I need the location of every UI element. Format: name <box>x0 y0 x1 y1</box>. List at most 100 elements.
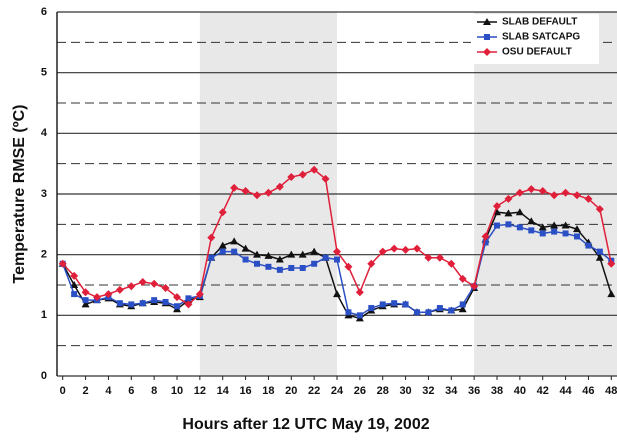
marker <box>230 237 239 245</box>
marker <box>185 295 192 302</box>
legend-marker <box>483 48 491 56</box>
marker <box>173 293 181 302</box>
marker <box>574 233 580 240</box>
marker <box>595 205 604 214</box>
marker <box>275 255 284 263</box>
y-tick-label: 3 <box>41 188 47 200</box>
marker <box>516 224 523 231</box>
marker <box>494 222 500 229</box>
marker <box>356 312 363 319</box>
x-tick-label: 8 <box>151 385 157 397</box>
marker <box>208 254 215 261</box>
marker <box>195 290 204 299</box>
marker <box>310 247 319 255</box>
marker <box>550 191 559 200</box>
legend-marker <box>484 34 490 40</box>
marker <box>334 256 340 263</box>
marker <box>275 182 284 191</box>
marker <box>264 188 273 197</box>
x-tick-label: 4 <box>105 385 112 397</box>
marker <box>241 244 250 252</box>
marker <box>70 281 79 288</box>
x-tick-label: 40 <box>514 385 526 397</box>
marker <box>562 230 569 237</box>
x-tick-label: 30 <box>399 385 411 397</box>
marker <box>504 209 513 217</box>
marker <box>402 301 409 308</box>
x-tick-label: 46 <box>582 385 594 397</box>
x-tick-label: 12 <box>194 385 206 397</box>
marker <box>584 194 593 203</box>
marker <box>288 265 295 272</box>
marker <box>561 221 570 229</box>
marker <box>539 230 546 237</box>
marker <box>607 259 616 268</box>
x-tick-label: 18 <box>262 385 274 397</box>
marker <box>425 309 432 316</box>
marker <box>93 293 101 302</box>
legend-text: OSU DEFAULT <box>502 47 572 58</box>
x-tick-label: 0 <box>60 385 66 397</box>
marker <box>218 241 227 249</box>
marker <box>70 271 79 280</box>
marker <box>504 194 513 203</box>
marker <box>115 285 124 294</box>
marker <box>596 248 603 255</box>
marker <box>447 259 456 268</box>
x-axis-label: Hours after 12 UTC May 19, 2002 <box>182 416 429 433</box>
marker <box>585 242 592 249</box>
y-tick-label: 2 <box>41 249 47 261</box>
marker <box>298 170 307 179</box>
marker <box>253 191 261 200</box>
x-tick-label: 36 <box>468 385 480 397</box>
marker <box>299 265 306 272</box>
marker <box>551 228 558 235</box>
marker <box>276 266 283 273</box>
x-tick-label: 14 <box>217 385 230 397</box>
marker <box>573 191 581 200</box>
marker <box>127 282 136 291</box>
marker <box>436 305 443 312</box>
marker <box>253 250 261 258</box>
marker <box>550 221 559 229</box>
marker <box>390 244 399 253</box>
marker <box>344 262 353 271</box>
marker <box>528 227 535 234</box>
marker <box>310 165 319 174</box>
marker <box>241 186 250 195</box>
marker <box>424 253 433 262</box>
marker <box>128 301 135 308</box>
marker <box>219 248 226 255</box>
marker <box>82 297 89 304</box>
x-tick-label: 2 <box>83 385 89 397</box>
marker <box>515 188 524 197</box>
y-axis-label: Temperature RMSE (ºC) <box>11 105 28 284</box>
marker <box>138 277 147 286</box>
marker <box>401 245 410 254</box>
marker <box>368 305 375 312</box>
marker <box>367 259 376 268</box>
marker <box>458 274 467 283</box>
y-tick-label: 1 <box>41 309 47 321</box>
marker <box>298 250 307 258</box>
marker <box>458 305 467 313</box>
x-tick-label: 16 <box>239 385 251 397</box>
marker <box>321 174 330 183</box>
marker <box>527 185 536 194</box>
legend-text: SLAB SATCAPG <box>502 32 580 43</box>
y-tick-label: 4 <box>41 127 48 139</box>
x-tick-label: 44 <box>559 385 572 397</box>
marker <box>231 248 238 255</box>
marker <box>184 300 193 309</box>
marker <box>162 298 169 305</box>
x-tick-label: 48 <box>605 385 617 397</box>
marker <box>151 297 158 304</box>
marker <box>391 300 398 307</box>
x-tick-label: 26 <box>354 385 366 397</box>
marker <box>481 232 490 241</box>
y-tick-label: 0 <box>41 370 47 382</box>
marker <box>81 288 90 297</box>
x-tick-label: 10 <box>171 385 183 397</box>
marker <box>414 309 420 316</box>
